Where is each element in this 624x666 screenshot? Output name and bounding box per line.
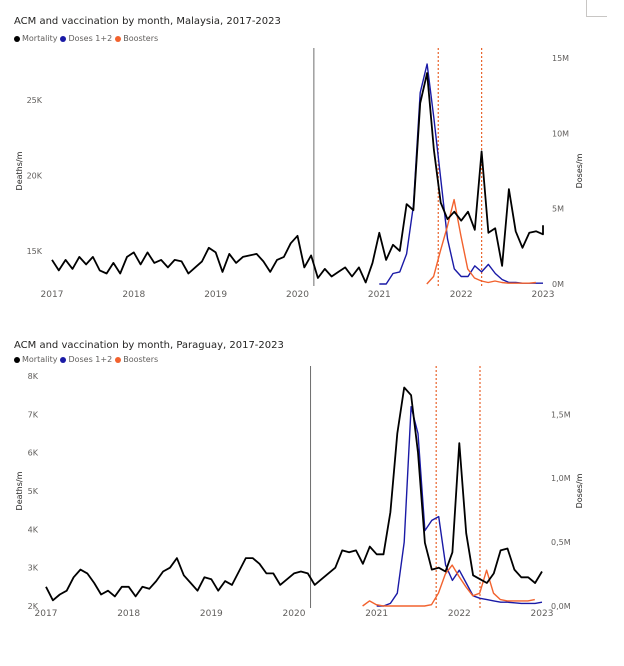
legend-item-doses[interactable]: Doses 1+2 xyxy=(60,34,112,43)
legend-item-doses[interactable]: Doses 1+2 xyxy=(60,355,112,364)
y-left-tick-label: 20K xyxy=(27,172,43,181)
legend-item-boosters[interactable]: Boosters xyxy=(115,355,158,364)
x-tick-label: 2021 xyxy=(368,290,391,300)
legend-item-mortality[interactable]: Mortality xyxy=(14,355,57,364)
y-right-tick-label: 10M xyxy=(552,129,569,138)
paraguay-chart-svg: 2017 2018 2019 2020 2021 2022 2023 2K 3K 4K 5K 6K 7K… xyxy=(15,366,584,619)
legend-dot-mortality xyxy=(14,35,20,42)
chart-legend: Mortality Doses 1+2 Boosters xyxy=(14,355,161,364)
x-tick-label: 2020 xyxy=(286,290,309,300)
y-left-tick-label: 5K xyxy=(28,487,39,496)
legend-label-mortality: Mortality xyxy=(22,355,58,364)
y-left-tick-label: 15K xyxy=(27,247,43,256)
legend-label-doses: Doses 1+2 xyxy=(68,355,113,364)
x-tick-label: 2021 xyxy=(365,609,388,619)
series-line-mortality[interactable] xyxy=(51,72,544,284)
y-right-tick-label: 1,5M xyxy=(551,410,571,419)
legend-dot-boosters xyxy=(115,356,122,363)
y-axis-title-right: Doses/m xyxy=(575,153,584,188)
x-tick-label: 2018 xyxy=(117,609,140,619)
chart-title: ACM and vaccination by month, Malaysia, … xyxy=(14,16,281,27)
malaysia-chart-svg: 2017 2018 2019 2020 2021 2022 2023 15K 20K 25K 0M 5… xyxy=(15,48,584,300)
window-corner-frame xyxy=(586,0,607,17)
x-tick-label: 2020 xyxy=(283,609,306,619)
x-tick-label: 2019 xyxy=(204,290,227,300)
x-tick-label: 2023 xyxy=(531,609,554,619)
x-tick-label: 2023 xyxy=(532,290,555,300)
series-line-doses-1-2[interactable] xyxy=(379,63,543,285)
legend-dot-mortality xyxy=(14,356,20,363)
series-line-boosters[interactable] xyxy=(426,198,536,285)
legend-item-boosters[interactable]: Boosters xyxy=(115,34,158,43)
legend-item-mortality[interactable]: Mortality xyxy=(14,34,57,43)
legend-label-mortality: Mortality xyxy=(22,34,58,43)
x-tick-label: 2019 xyxy=(200,609,223,619)
paraguay-chart-panel: ACM and vaccination by month, Paraguay, … xyxy=(0,330,600,630)
y-left-tick-label: 3K xyxy=(28,564,39,573)
series-line-boosters[interactable] xyxy=(362,564,535,607)
legend-label-boosters: Boosters xyxy=(123,34,159,43)
series-line-mortality[interactable] xyxy=(45,386,543,602)
y-axis-title-left: Deaths/m xyxy=(15,471,24,510)
x-tick-label: 2022 xyxy=(450,290,473,300)
y-left-tick-label: 8K xyxy=(28,372,39,381)
x-tick-label: 2017 xyxy=(41,290,64,300)
x-tick-label: 2017 xyxy=(35,609,58,619)
y-axis-title-left: Deaths/m xyxy=(15,151,24,190)
y-right-tick-label: 1,0M xyxy=(551,474,571,483)
legend-dot-doses xyxy=(60,356,67,363)
chart-legend: Mortality Doses 1+2 Boosters xyxy=(14,34,161,43)
y-axis-title-right: Doses/m xyxy=(575,473,584,508)
y-right-tick-label: 0,0M xyxy=(551,602,571,611)
series-line-doses-1-2[interactable] xyxy=(376,405,543,607)
legend-label-doses: Doses 1+2 xyxy=(68,34,113,43)
y-left-tick-label: 6K xyxy=(28,449,39,458)
legend-dot-boosters xyxy=(115,35,122,42)
malaysia-chart-panel: ACM and vaccination by month, Malaysia, … xyxy=(0,0,600,320)
y-left-tick-label: 7K xyxy=(28,410,39,419)
legend-label-boosters: Boosters xyxy=(123,355,159,364)
x-tick-label: 2018 xyxy=(122,290,145,300)
legend-dot-doses xyxy=(60,35,67,42)
y-left-tick-label: 2K xyxy=(28,602,39,611)
x-tick-label: 2022 xyxy=(448,609,471,619)
y-right-tick-label: 5M xyxy=(552,205,564,214)
y-right-tick-label: 15M xyxy=(552,54,569,63)
y-left-tick-label: 25K xyxy=(27,96,43,105)
y-right-tick-label: 0M xyxy=(552,280,564,289)
y-right-tick-label: 0,5M xyxy=(551,538,571,547)
chart-title: ACM and vaccination by month, Paraguay, … xyxy=(14,340,284,351)
y-left-tick-label: 4K xyxy=(28,525,39,534)
